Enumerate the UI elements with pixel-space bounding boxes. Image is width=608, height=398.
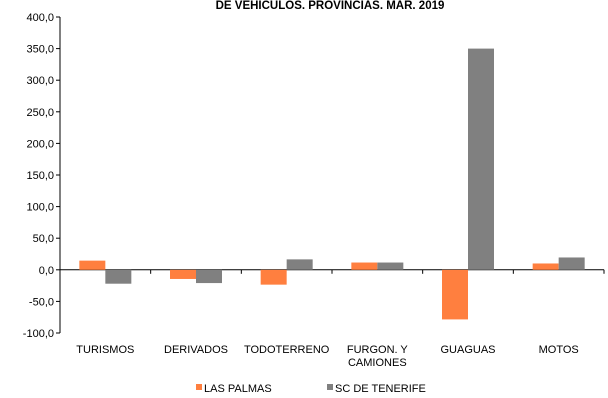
y-tick-label: 250,0 <box>26 107 54 119</box>
bar <box>105 269 132 284</box>
bar <box>170 269 196 279</box>
bar <box>442 269 468 320</box>
bar <box>79 260 106 270</box>
y-tick-label: 50,0 <box>33 233 54 245</box>
chart-title: DE VEHÍCULOS. PROVINCIAS. MAR. 2019 <box>216 0 445 12</box>
legend-swatch <box>196 384 202 390</box>
x-category-label: DERIVADOS <box>164 344 228 356</box>
legend-swatch <box>327 384 333 390</box>
y-tick-label: 300,0 <box>26 75 54 87</box>
y-tick-label: 100,0 <box>26 202 54 214</box>
y-tick-label: 0,0 <box>39 265 54 277</box>
bar <box>468 48 494 270</box>
legend-label: LAS PALMAS <box>204 383 272 395</box>
y-tick-label: -50,0 <box>29 296 54 308</box>
y-tick-label: 200,0 <box>26 138 54 150</box>
x-category-label: CAMIONES <box>348 357 407 369</box>
legend-label: SC DE TENERIFE <box>335 383 426 395</box>
x-category-label: TURISMOS <box>76 344 134 356</box>
bar <box>558 257 585 270</box>
bar <box>532 263 559 270</box>
x-category-label: GUAGUAS <box>440 344 495 356</box>
x-category-label: TODOTERRENO <box>244 344 330 356</box>
bar <box>286 259 313 270</box>
bar <box>260 269 287 285</box>
bar <box>377 262 404 270</box>
bar <box>351 262 378 270</box>
y-tick-label: 150,0 <box>26 170 54 182</box>
y-tick-label: -100,0 <box>23 328 54 340</box>
bar <box>196 269 222 284</box>
y-tick-label: 400,0 <box>26 12 54 24</box>
y-tick-label: 350,0 <box>26 44 54 56</box>
x-category-label: FURGON. Y <box>347 344 409 356</box>
x-category-label: MOTOS <box>539 344 579 356</box>
